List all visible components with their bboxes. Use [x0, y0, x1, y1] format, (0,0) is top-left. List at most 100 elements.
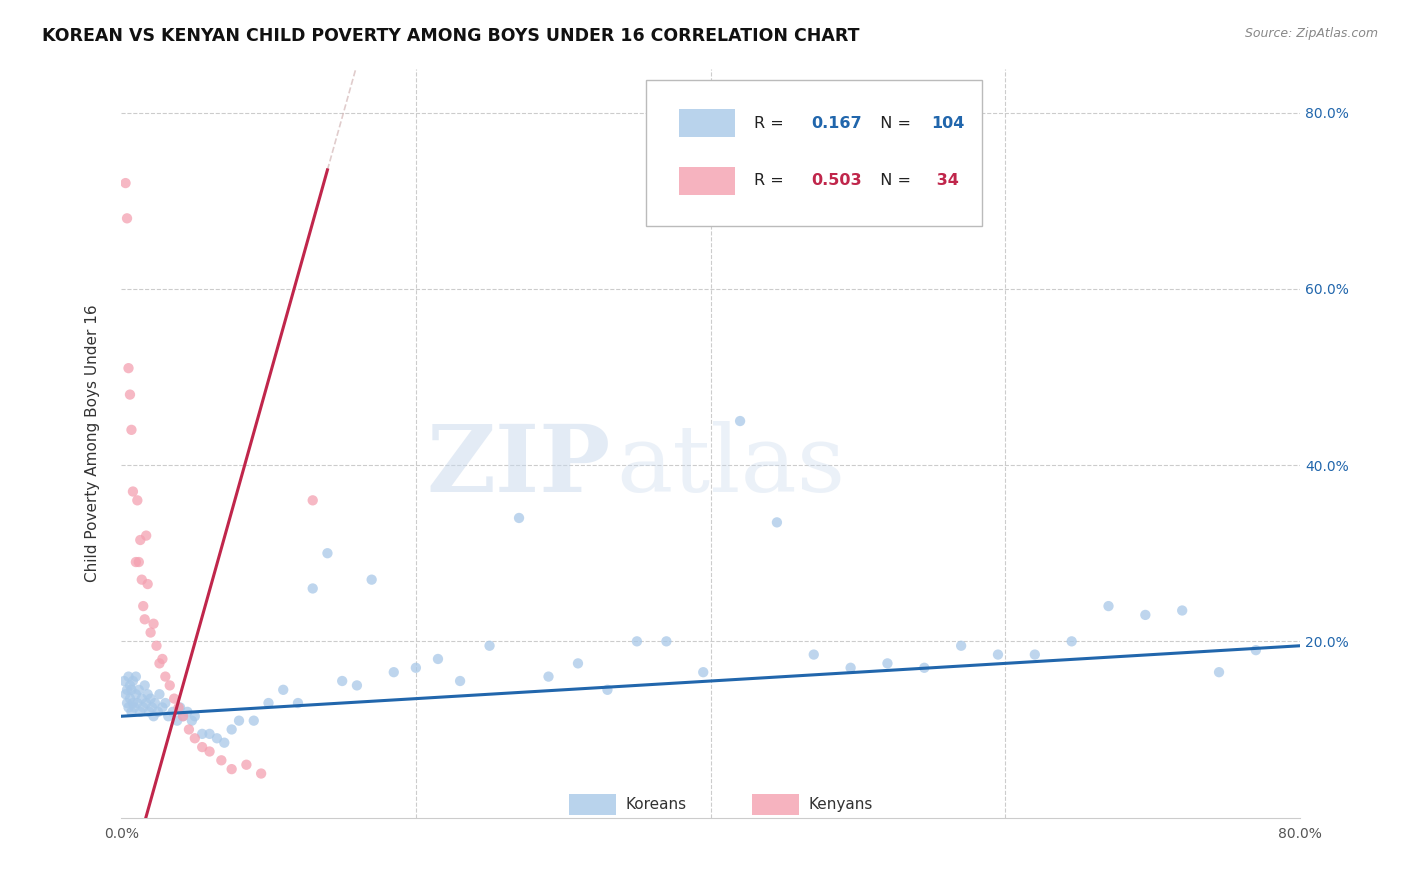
Point — [1060, 634, 1083, 648]
Point — [478, 639, 501, 653]
Point — [271, 682, 294, 697]
Point — [120, 705, 142, 719]
Text: N =: N = — [870, 173, 915, 188]
Point — [112, 673, 135, 688]
Point — [155, 670, 177, 684]
Point — [142, 709, 165, 723]
Point — [1097, 599, 1119, 613]
Point — [287, 696, 309, 710]
FancyBboxPatch shape — [645, 79, 981, 226]
Point — [169, 700, 191, 714]
Point — [114, 176, 136, 190]
Point — [115, 682, 138, 697]
Point — [125, 555, 148, 569]
Text: 34: 34 — [931, 173, 959, 188]
Point — [209, 753, 232, 767]
Text: Source: ZipAtlas.com: Source: ZipAtlas.com — [1244, 27, 1378, 40]
Text: R =: R = — [754, 116, 789, 131]
Point — [728, 414, 751, 428]
Point — [136, 687, 159, 701]
Point — [115, 211, 138, 226]
Point — [131, 691, 153, 706]
Point — [1171, 603, 1194, 617]
Point — [427, 652, 450, 666]
Point — [839, 661, 862, 675]
Point — [655, 634, 678, 648]
Point — [129, 533, 152, 547]
Point — [250, 766, 273, 780]
Point — [141, 700, 163, 714]
Point — [316, 546, 339, 560]
Point — [184, 731, 207, 746]
Point — [191, 740, 214, 755]
Point — [125, 687, 148, 701]
Point — [987, 648, 1010, 662]
Point — [124, 700, 146, 714]
Point — [301, 582, 323, 596]
Point — [122, 673, 145, 688]
Point — [118, 691, 141, 706]
Point — [148, 687, 170, 701]
Point — [184, 709, 207, 723]
Point — [159, 678, 181, 692]
Point — [191, 727, 214, 741]
Point — [152, 652, 174, 666]
Point — [146, 705, 169, 719]
Text: Kenyans: Kenyans — [808, 797, 873, 812]
Point — [143, 696, 166, 710]
Text: N =: N = — [870, 116, 915, 131]
Point — [120, 423, 142, 437]
Point — [127, 696, 149, 710]
Point — [692, 665, 714, 680]
Point — [117, 700, 139, 714]
Text: R =: R = — [754, 173, 789, 188]
Point — [129, 705, 152, 719]
Point — [117, 361, 139, 376]
Point — [142, 616, 165, 631]
Point — [120, 682, 142, 697]
Point — [131, 573, 153, 587]
Point — [1024, 648, 1046, 662]
Point — [138, 705, 160, 719]
Point — [172, 709, 194, 723]
Point — [139, 625, 162, 640]
Point — [118, 678, 141, 692]
Point — [132, 599, 155, 613]
Point — [118, 387, 141, 401]
Point — [1135, 607, 1157, 622]
Point — [596, 682, 619, 697]
Point — [537, 670, 560, 684]
Point — [1244, 643, 1267, 657]
Text: atlas: atlas — [616, 420, 845, 510]
Text: KOREAN VS KENYAN CHILD POVERTY AMONG BOYS UNDER 16 CORRELATION CHART: KOREAN VS KENYAN CHILD POVERTY AMONG BOY… — [42, 27, 859, 45]
Point — [405, 661, 427, 675]
Point — [242, 714, 264, 728]
Text: Koreans: Koreans — [626, 797, 688, 812]
Text: ZIP: ZIP — [426, 420, 610, 510]
Point — [135, 696, 157, 710]
Point — [115, 696, 138, 710]
Point — [221, 723, 243, 737]
Point — [228, 714, 250, 728]
Point — [136, 577, 159, 591]
Point — [128, 682, 150, 697]
Text: 0.167: 0.167 — [811, 116, 862, 131]
Point — [330, 673, 353, 688]
Point — [157, 709, 180, 723]
Point — [152, 700, 174, 714]
Point — [235, 757, 257, 772]
Point — [257, 696, 280, 710]
Point — [132, 700, 155, 714]
Point — [301, 493, 323, 508]
Point — [166, 714, 188, 728]
Point — [117, 670, 139, 684]
Y-axis label: Child Poverty Among Boys Under 16: Child Poverty Among Boys Under 16 — [86, 304, 100, 582]
Point — [162, 705, 184, 719]
Point — [508, 511, 530, 525]
Point — [177, 723, 200, 737]
Point — [950, 639, 973, 653]
Point — [145, 639, 167, 653]
Point — [125, 670, 148, 684]
Point — [176, 705, 198, 719]
Text: 0.503: 0.503 — [811, 173, 862, 188]
